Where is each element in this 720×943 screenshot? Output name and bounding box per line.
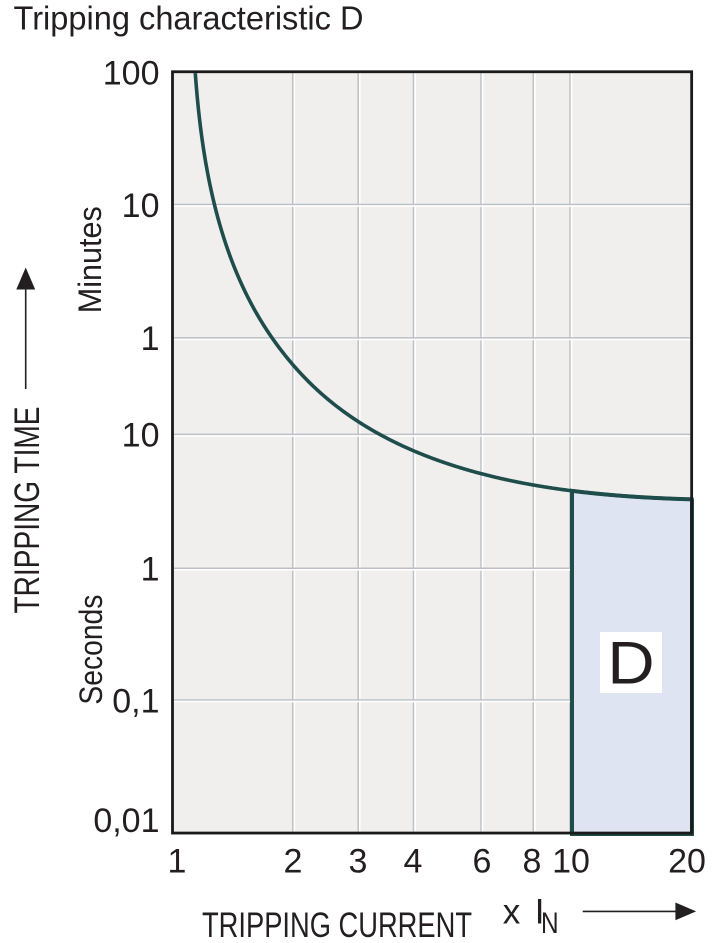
svg-text:10: 10 [122, 187, 160, 225]
svg-text:8: 8 [523, 843, 542, 881]
svg-text:1: 1 [141, 320, 160, 358]
svg-text:TRIPPING TIME: TRIPPING TIME [8, 407, 47, 614]
svg-text:1: 1 [168, 843, 187, 881]
svg-text:Seconds: Seconds [73, 595, 109, 705]
svg-text:Tripping characteristic D: Tripping characteristic D [14, 0, 364, 37]
svg-text:I: I [535, 893, 545, 932]
svg-text:TRIPPING CURRENT: TRIPPING CURRENT [202, 906, 472, 943]
svg-text:0,1: 0,1 [112, 682, 159, 720]
svg-text:10: 10 [122, 417, 160, 455]
svg-text:3: 3 [349, 843, 368, 881]
svg-text:2: 2 [284, 843, 303, 881]
svg-text:6: 6 [473, 843, 492, 881]
svg-text:20: 20 [668, 843, 706, 881]
svg-text:x: x [503, 893, 521, 932]
svg-text:0,01: 0,01 [93, 802, 159, 840]
svg-text:10: 10 [552, 843, 590, 881]
svg-text:4: 4 [404, 843, 423, 881]
svg-text:1: 1 [141, 551, 160, 589]
svg-text:N: N [541, 907, 559, 940]
svg-text:D: D [607, 630, 654, 697]
svg-text:100: 100 [103, 54, 160, 92]
svg-text:Minutes: Minutes [72, 206, 108, 313]
